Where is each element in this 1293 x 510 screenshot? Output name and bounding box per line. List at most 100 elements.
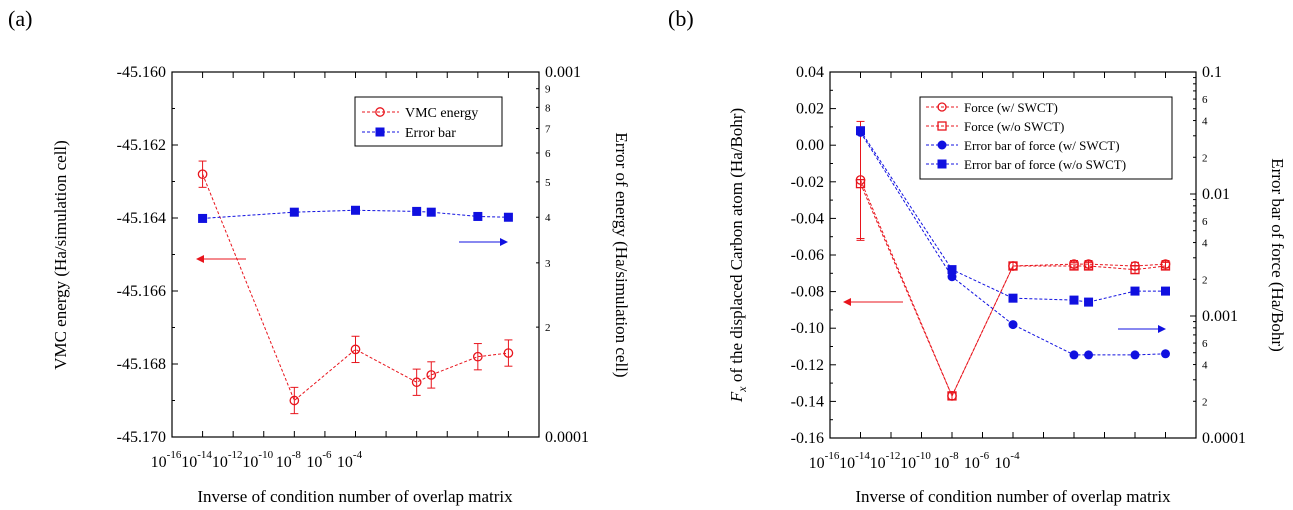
data-point	[351, 205, 360, 215]
legend-entry-error-bar: Error bar	[362, 126, 456, 141]
data-point	[1008, 320, 1018, 330]
data-point	[350, 344, 361, 355]
data-point	[473, 211, 483, 221]
y-right-tick-label: 0.1	[1202, 64, 1222, 81]
y-left-tick-label: -0.08	[791, 284, 824, 301]
x-tick-label-exponent: -14	[197, 449, 212, 461]
data-point	[472, 351, 483, 362]
y-left-tick-label: -45.166	[117, 283, 166, 300]
y-right-tick-label: 4	[1202, 116, 1208, 128]
data-point	[426, 370, 437, 380]
data-point	[503, 212, 513, 222]
data-point	[1069, 350, 1079, 360]
legend-entry-force-w-swct: Force (w/ SWCT)	[926, 100, 1058, 115]
x-tick-label: 10-4	[994, 450, 1020, 472]
y-right-tick-label: 0.001	[1202, 308, 1238, 325]
y-right-tick-label: 0.001	[545, 64, 581, 81]
y-right-tick-label: 4	[545, 212, 551, 224]
legend-label-error-bar-wo-swct: Error bar of force (w/o SWCT)	[964, 157, 1126, 172]
y-right-tick-label: 0.01	[1202, 186, 1230, 203]
y-right-tick-label: 6	[1202, 94, 1208, 106]
x-tick-label-base: 10	[994, 455, 1010, 472]
data-point	[1084, 350, 1094, 360]
x-tick-label-exponent: -16	[825, 450, 840, 462]
panel-b-y-axis-label-right: Error bar of force (Ha/Bohr)	[1268, 158, 1287, 352]
y-left-tick-label: -0.12	[791, 357, 824, 374]
panel-a-x-axis-label: Inverse of condition number of overlap m…	[197, 487, 513, 506]
y-left-tick-label: -45.168	[117, 356, 166, 373]
data-point	[197, 169, 208, 180]
data-point	[855, 178, 866, 189]
y-right-tick-label: 6	[1202, 216, 1208, 228]
x-tick-label: 10-12	[870, 450, 901, 472]
y-right-tick-label: 2	[1202, 274, 1208, 286]
panel-b: (b) 10-16 10-14 10-12 10-10 10-8 10-6 10-40.04…	[668, 6, 1287, 506]
data-point	[412, 206, 422, 216]
legend-label-force-wo-swct: Force (w/o SWCT)	[964, 119, 1064, 134]
y-left-tick-label: 0.04	[796, 64, 824, 81]
legend-entry-error-bar-w-swct: Error bar of force (w/ SWCT)	[926, 138, 1120, 153]
legend-label-vmc-energy: VMC energy	[405, 106, 478, 121]
y-left-tick-label: -45.170	[117, 429, 166, 446]
legend-label-error-bar-w-swct: Error bar of force (w/ SWCT)	[964, 138, 1120, 153]
data-point	[426, 207, 436, 217]
y-right-tick-label: 3	[545, 258, 551, 270]
y-left-tick-label: -0.16	[791, 430, 824, 447]
y-left-tick-label: 0.02	[796, 101, 824, 118]
x-tick-label-base: 10	[212, 454, 228, 471]
x-tick-label: 10-8	[933, 450, 959, 472]
legend-entry-error-bar-wo-swct: Error bar of force (w/o SWCT)	[926, 157, 1126, 172]
data-point	[1008, 293, 1018, 303]
x-tick-label-exponent: -14	[855, 450, 870, 462]
x-tick-label-exponent: -6	[980, 450, 990, 462]
panel-a-label: (a)	[8, 6, 32, 31]
panel-b-y-axis-label-sub: x	[735, 386, 749, 393]
y-right-tick-label: 0.0001	[1202, 430, 1246, 447]
y-left-tick-label: -45.162	[117, 137, 166, 154]
x-tick-label-base: 10	[870, 455, 886, 472]
x-tick-label-exponent: -4	[353, 449, 363, 461]
data-point	[289, 207, 299, 217]
data-point	[1008, 261, 1018, 271]
x-tick-label-exponent: -16	[167, 449, 182, 461]
x-tick-label-base: 10	[151, 454, 167, 471]
panel-a-series	[197, 160, 514, 415]
y-right-tick-label: 9	[545, 84, 551, 96]
x-tick-label: 10-6	[306, 449, 332, 471]
panel-b-series	[855, 120, 1171, 401]
legend-label-force-w-swct: Force (w/ SWCT)	[964, 100, 1058, 115]
x-tick-label-base: 10	[900, 455, 916, 472]
panel-b-x-axis-label: Inverse of condition number of overlap m…	[855, 487, 1171, 506]
panel-b-right-axis-arrow	[1118, 325, 1166, 333]
data-point	[1130, 264, 1140, 275]
panel-b-axes: 10-16 10-14 10-12 10-10 10-8 10-6 10-40.040.02…	[791, 64, 1246, 472]
x-tick-label-base: 10	[809, 455, 825, 472]
series-line-0	[860, 179, 1166, 398]
data-point	[947, 272, 957, 282]
legend-label-error-bar: Error bar	[405, 126, 456, 141]
data-point	[1084, 297, 1094, 307]
data-point	[1161, 349, 1170, 359]
y-left-tick-label: -45.160	[117, 64, 166, 81]
x-tick-label: 10-14	[839, 450, 870, 472]
panel-a-legend-box	[354, 96, 503, 147]
y-left-tick-label: -0.06	[791, 247, 824, 264]
x-tick-label-base: 10	[242, 454, 258, 471]
x-tick-label-base: 10	[306, 454, 322, 471]
data-point	[947, 265, 957, 275]
x-tick-label-base: 10	[181, 454, 197, 471]
panel-a: (a) 10-16 10-14 10-12 10-10 10-8 10-6 10-4-45.…	[8, 6, 631, 506]
data-point	[947, 391, 957, 401]
data-point	[289, 395, 300, 406]
x-tick-label-exponent: -6	[322, 449, 332, 461]
x-tick-label-exponent: -12	[228, 449, 243, 461]
x-tick-label-exponent: -10	[916, 450, 931, 462]
y-right-tick-label: 7	[545, 124, 551, 136]
y-right-tick-label: 8	[545, 102, 551, 114]
x-tick-label: 10-14	[181, 449, 212, 471]
panel-a-y-axis-label-right: Error of energy (Ha/simulation cell)	[612, 132, 631, 377]
x-tick-label-exponent: -8	[292, 449, 302, 461]
x-tick-label: 10-4	[337, 449, 363, 471]
filled-circle-marker-icon	[937, 140, 947, 150]
